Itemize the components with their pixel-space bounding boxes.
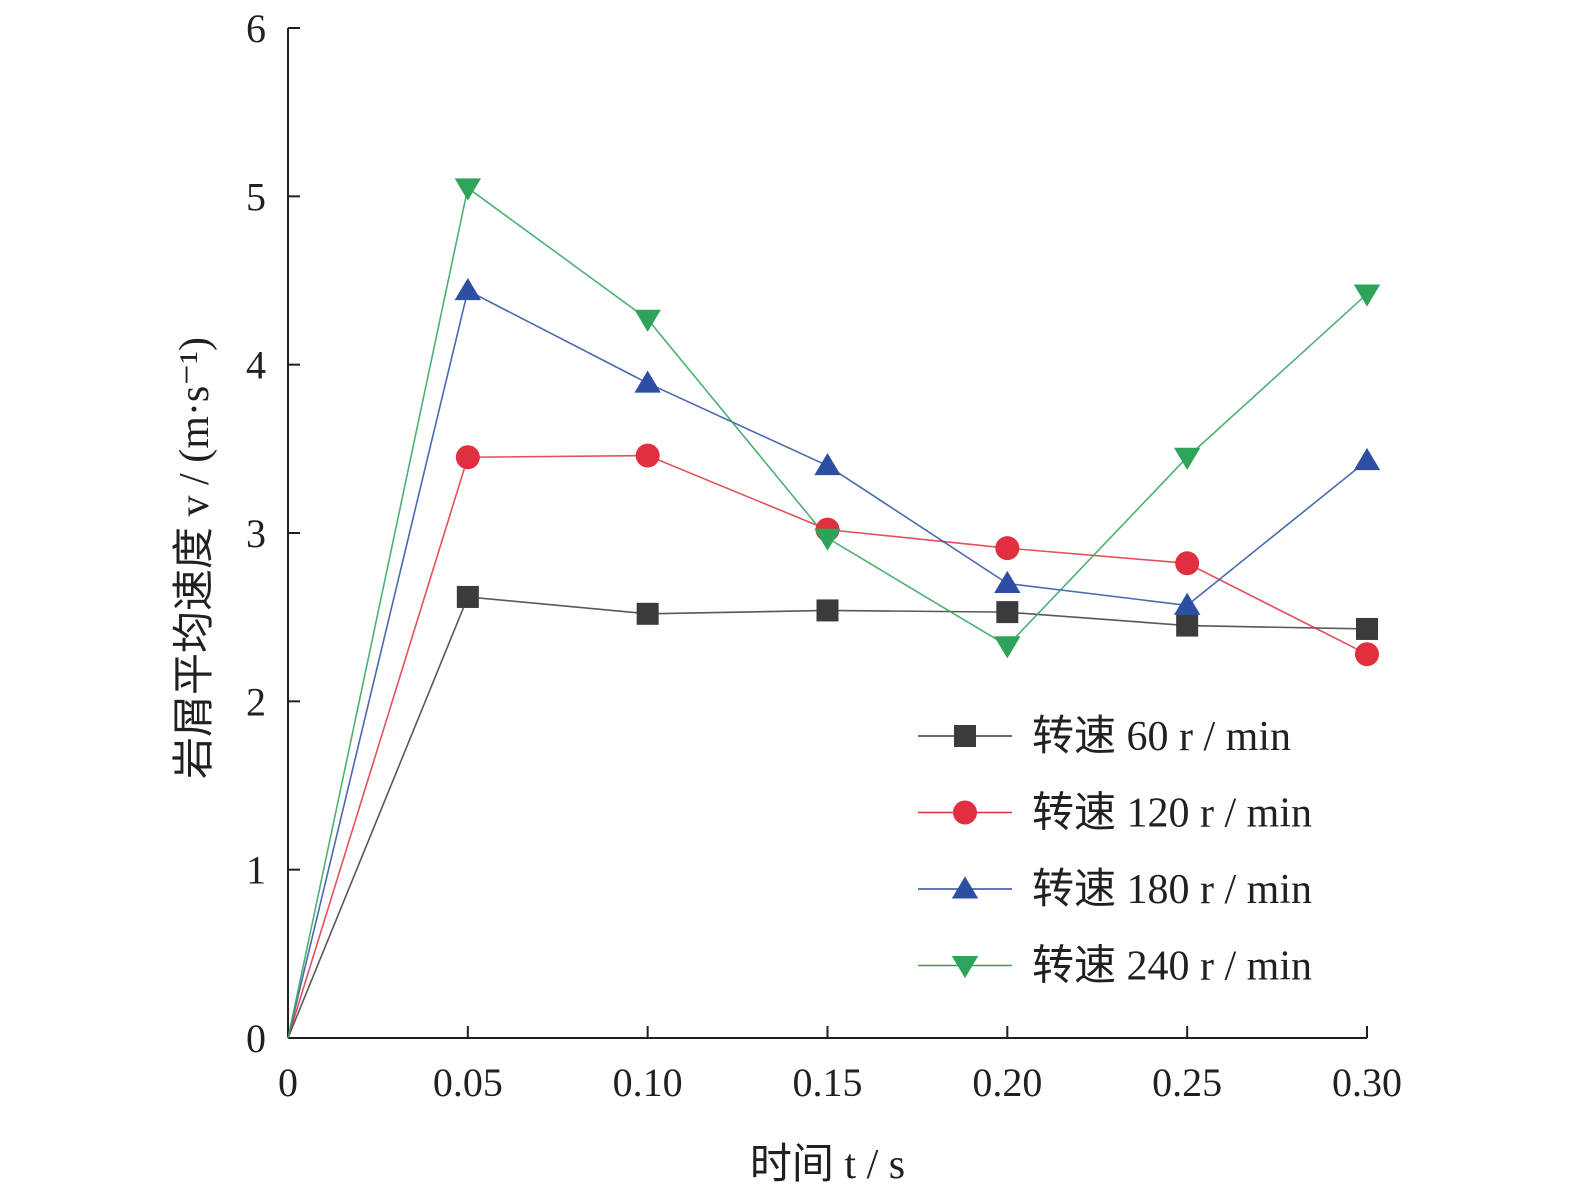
data-point-square: [456, 585, 479, 608]
data-point-triangle-up: [994, 570, 1021, 593]
series-line-3: [287, 289, 1368, 1039]
x-tick-label: 0.05: [433, 1060, 503, 1105]
legend-label: 转速 180 r / min: [1032, 867, 1312, 913]
data-point-square: [816, 599, 839, 622]
data-point-triangle-down: [1173, 447, 1201, 470]
x-axis-title: 时间 t / s: [750, 1142, 905, 1188]
data-point-circle: [1355, 642, 1379, 667]
data-point-triangle-down: [994, 636, 1021, 659]
x-tick-label: 0.30: [1332, 1060, 1402, 1105]
data-point-triangle-up: [1353, 447, 1381, 471]
y-tick-label: 3: [246, 511, 266, 556]
legend-label: 转速 240 r / min: [1032, 944, 1312, 990]
x-tick-label: 0.25: [1152, 1060, 1222, 1105]
y-tick-label: 2: [246, 679, 266, 724]
y-tick-label: 1: [246, 848, 266, 893]
data-point-triangle-down: [951, 956, 979, 979]
data-point-square: [636, 602, 659, 625]
data-point-square: [1176, 614, 1199, 637]
y-tick-label: 5: [246, 174, 266, 219]
data-point-circle: [995, 536, 1020, 561]
legend-label: 转速 60 r / min: [1032, 714, 1291, 760]
data-point-square: [996, 601, 1019, 624]
data-point-square: [954, 725, 976, 747]
data-point-circle: [455, 445, 480, 470]
x-tick-label: 0: [278, 1060, 298, 1105]
data-point-triangle-down: [634, 309, 661, 332]
data-point-triangle-up: [1173, 592, 1201, 615]
x-tick-label: 0.10: [613, 1060, 683, 1105]
data-point-triangle-down: [1353, 284, 1381, 307]
data-point-triangle-up: [454, 277, 482, 301]
y-tick-label: 6: [246, 6, 266, 51]
x-tick-label: 0.20: [972, 1060, 1042, 1105]
data-point-triangle-up: [634, 370, 661, 393]
data-point-triangle-down: [814, 528, 841, 551]
y-axis-title: 岩屑平均速度 v / (m·s⁻¹): [172, 337, 218, 779]
y-tick-label: 4: [246, 343, 266, 388]
data-point-triangle-up: [951, 876, 979, 899]
axes: 0 1 2 3 4 5 6 0 0.05 0.10 0.15 0.20 0.25 0.30 时间 t / s…: [172, 6, 1402, 1188]
y-tick-label: 0: [246, 1016, 266, 1061]
legend: 转速 60 r / min 转速 120 r / min 转速 180 r / mi…: [918, 714, 1312, 990]
data-point-triangle-up: [814, 453, 841, 476]
data-point-square: [1356, 617, 1378, 640]
legend-label: 转速 120 r / min: [1032, 791, 1312, 837]
x-tick-label: 0.15: [793, 1060, 863, 1105]
series-markers: [454, 178, 1381, 667]
data-point-circle: [1175, 551, 1200, 576]
data-point-triangle-down: [454, 178, 482, 201]
data-point-circle: [953, 800, 977, 825]
data-point-circle: [635, 443, 660, 468]
